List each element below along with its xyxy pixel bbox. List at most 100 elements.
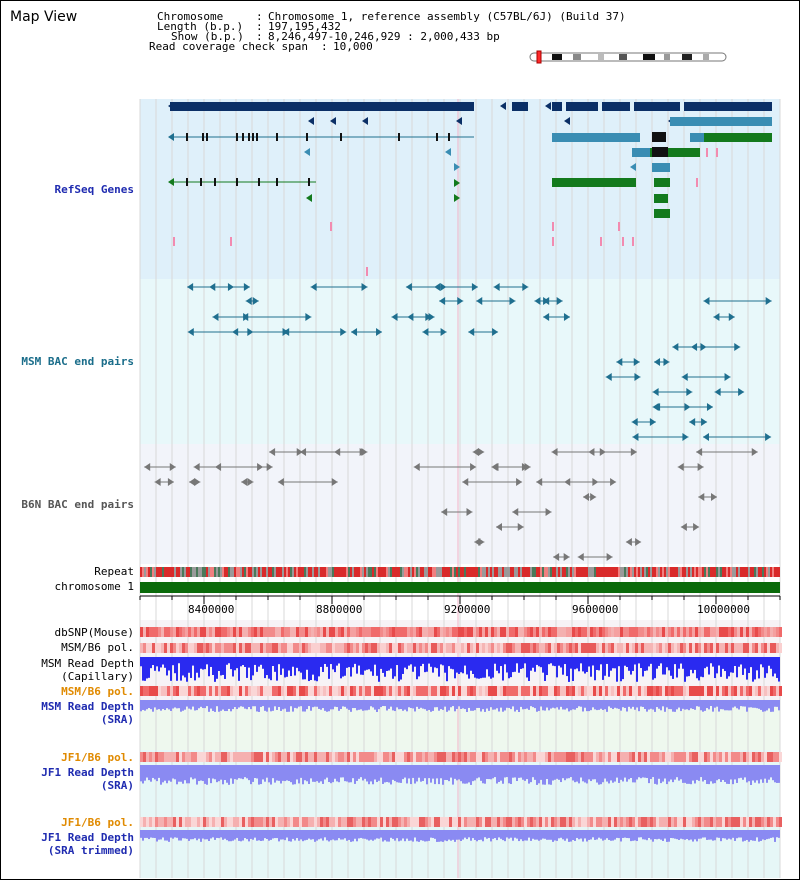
depth-bar bbox=[712, 830, 714, 841]
repeat-segment bbox=[182, 567, 184, 577]
bac-end bbox=[440, 328, 447, 336]
repeat-segment bbox=[296, 567, 298, 577]
heat-cell bbox=[740, 627, 743, 637]
heat-cell bbox=[197, 752, 200, 762]
heat-cell bbox=[197, 817, 200, 827]
heat-cell bbox=[587, 686, 590, 696]
depth-bar bbox=[470, 765, 472, 785]
depth-bar bbox=[742, 657, 744, 675]
depth-bar bbox=[712, 657, 714, 667]
heat-cell bbox=[419, 752, 422, 762]
repeat-segment bbox=[308, 567, 310, 577]
heat-cell bbox=[551, 817, 554, 827]
refseq-genes-label: RefSeq Genes bbox=[54, 183, 134, 196]
heat-cell bbox=[281, 643, 284, 653]
depth-bar bbox=[628, 830, 630, 839]
depth-bar bbox=[596, 830, 598, 840]
bac-end bbox=[247, 328, 254, 336]
depth-bar bbox=[422, 657, 424, 664]
heat-cell bbox=[608, 627, 611, 637]
depth-bar bbox=[698, 700, 700, 707]
bac-end bbox=[599, 448, 606, 456]
depth-bar bbox=[752, 700, 754, 708]
ideogram-band bbox=[703, 54, 709, 60]
depth-bar bbox=[378, 830, 380, 839]
heat-cell bbox=[755, 627, 758, 637]
depth-bar bbox=[330, 700, 332, 710]
depth-bar bbox=[742, 700, 744, 707]
depth-bar bbox=[184, 830, 186, 839]
depth-bar bbox=[768, 657, 770, 666]
heat-cell bbox=[338, 752, 341, 762]
depth-bar bbox=[696, 700, 698, 707]
heat-cell bbox=[251, 817, 254, 827]
info-length-value: 197,195,432 bbox=[268, 20, 341, 33]
heat-cell bbox=[548, 752, 551, 762]
repeat-segment bbox=[346, 567, 348, 577]
heat-cell bbox=[536, 643, 539, 653]
depth-bar bbox=[338, 765, 340, 783]
bac-end bbox=[635, 538, 642, 546]
heat-cell bbox=[677, 752, 680, 762]
depth-bar bbox=[522, 765, 524, 780]
heat-cell bbox=[341, 686, 344, 696]
depth-bar bbox=[472, 765, 474, 782]
gene-gap bbox=[562, 101, 566, 111]
bac-end bbox=[543, 297, 550, 305]
heat-cell bbox=[776, 752, 779, 762]
bac-end bbox=[476, 297, 483, 305]
heat-cell bbox=[293, 752, 296, 762]
repeat-segment bbox=[304, 567, 306, 577]
heat-cell bbox=[344, 686, 347, 696]
depth-bar bbox=[308, 700, 310, 707]
heat-cell bbox=[488, 627, 491, 637]
bac-end bbox=[512, 508, 519, 516]
depth-bar bbox=[474, 765, 476, 781]
heat-cell bbox=[242, 643, 245, 653]
repeat-segment bbox=[362, 567, 364, 577]
depth-bar bbox=[416, 830, 418, 842]
depth-bar bbox=[686, 700, 688, 710]
repeat-segment bbox=[264, 567, 266, 577]
depth-bar bbox=[204, 830, 206, 840]
repeat-segment bbox=[384, 567, 386, 577]
depth-bar bbox=[432, 700, 434, 711]
depth-bar bbox=[192, 765, 194, 780]
repeat-segment bbox=[298, 567, 300, 577]
heat-cell bbox=[518, 686, 521, 696]
heat-cell bbox=[386, 686, 389, 696]
depth-bar bbox=[544, 830, 546, 839]
depth-bar bbox=[476, 657, 478, 679]
heat-cell bbox=[152, 686, 155, 696]
heat-cell bbox=[464, 752, 467, 762]
heat-cell bbox=[146, 817, 149, 827]
depth-bar bbox=[462, 700, 464, 709]
heat-cell bbox=[239, 817, 242, 827]
gene-block bbox=[670, 117, 772, 126]
heat-cell bbox=[353, 817, 356, 827]
heat-cell bbox=[149, 686, 152, 696]
depth-bar bbox=[560, 830, 562, 838]
bac-end bbox=[425, 313, 432, 321]
bac-end bbox=[187, 328, 194, 336]
heat-cell bbox=[620, 686, 623, 696]
heat-cell bbox=[773, 627, 776, 637]
heat-cell bbox=[524, 686, 527, 696]
heat-cell bbox=[383, 686, 386, 696]
depth-bar bbox=[600, 700, 602, 709]
depth-bar bbox=[736, 657, 738, 678]
depth-bar bbox=[440, 657, 442, 665]
depth-bar bbox=[322, 700, 324, 709]
depth-bar bbox=[502, 657, 504, 681]
heat-cell bbox=[659, 752, 662, 762]
heat-cell bbox=[248, 752, 251, 762]
heat-cell bbox=[635, 817, 638, 827]
repeat-segment bbox=[760, 567, 762, 577]
heat-cell bbox=[215, 686, 218, 696]
depth-bar bbox=[154, 830, 156, 838]
heat-cell bbox=[290, 686, 293, 696]
heat-cell bbox=[731, 627, 734, 637]
depth-bar bbox=[254, 657, 256, 665]
repeat-segment bbox=[310, 567, 312, 577]
